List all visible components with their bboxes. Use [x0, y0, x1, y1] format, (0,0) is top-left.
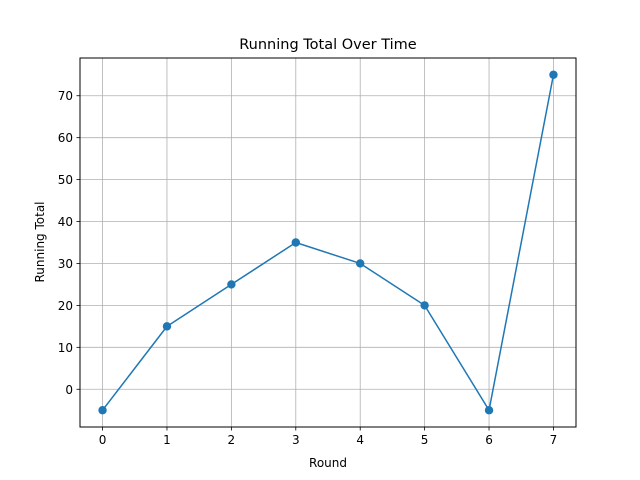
x-tick-label: 1: [163, 433, 171, 447]
data-point: [356, 259, 365, 268]
x-tick-label: 0: [99, 433, 107, 447]
y-axis-title: Running Total: [33, 201, 47, 282]
y-tick-label: 0: [65, 383, 73, 397]
data-point: [420, 301, 429, 310]
series-layer: [98, 70, 558, 415]
grid-lines: [80, 58, 576, 427]
y-tick-label: 60: [58, 131, 73, 145]
x-tick-label: 7: [550, 433, 558, 447]
y-tick-label: 30: [58, 257, 73, 271]
y-tick-label: 20: [58, 299, 73, 313]
x-tick-label: 4: [356, 433, 364, 447]
y-tick-label: 40: [58, 215, 73, 229]
y-tick-label: 70: [58, 89, 73, 103]
chart-title: Running Total Over Time: [239, 37, 417, 53]
series-line: [101, 74, 555, 411]
x-tick-label: 3: [292, 433, 300, 447]
y-tick-label: 10: [58, 341, 73, 355]
data-point: [549, 70, 558, 79]
data-point: [484, 406, 494, 415]
data-point: [227, 280, 236, 289]
plot-frame: [79, 57, 577, 428]
data-point: [162, 322, 172, 331]
x-axis-title: Round: [309, 456, 347, 470]
data-point: [98, 406, 107, 415]
x-tick-label: 6: [485, 433, 493, 447]
y-tick-label: 50: [58, 173, 73, 187]
data-point: [291, 238, 300, 247]
x-tick-label: 2: [228, 433, 236, 447]
x-tick-label: 5: [421, 433, 429, 447]
